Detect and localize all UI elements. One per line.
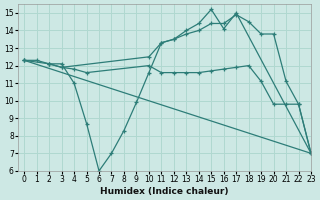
X-axis label: Humidex (Indice chaleur): Humidex (Indice chaleur) [100,187,229,196]
